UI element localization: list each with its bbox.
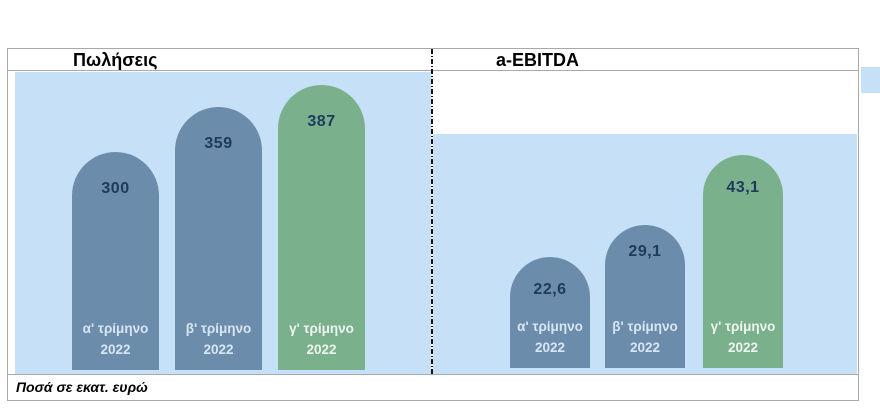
ebitda-bar-q2-category: β' τρίμηνο 2022 [605,317,685,359]
sales-bar-q2: 359 β' τρίμηνο 2022 [175,107,262,370]
sales-bar-q3: 387 γ' τρίμηνο 2022 [278,85,365,370]
sales-bar-q3-year: 2022 [306,342,337,358]
ebitda-bar-q3-quarter: γ' τρίμηνο [710,319,776,335]
sales-bar-q1-value: 300 [101,180,130,197]
ebitda-bar-q3-category: γ' τρίμηνο 2022 [703,317,783,359]
sales-bar-q2-category: β' τρίμηνο 2022 [175,319,262,361]
ebitda-bar-q3-year: 2022 [727,340,759,356]
sales-bar-q3-quarter: γ' τρίμηνο [289,321,354,337]
sales-bar-q1-quarter: α' τρίμηνο [82,321,149,337]
sales-bar-q2-value: 359 [204,135,233,152]
ebitda-bar-q1-year: 2022 [534,340,566,356]
sales-panel-title: Πωλήσεις [73,50,158,70]
ebitda-bar-q2: 29,1 β' τρίμηνο 2022 [605,225,685,368]
ebitda-bar-q1-quarter: α' τρίμηνο [517,319,583,335]
ebitda-bar-q2-quarter: β' τρίμηνο [612,319,678,335]
stray-blue-rectangle [861,67,880,93]
sales-bar-q2-quarter: β' τρίμηνο [185,321,252,337]
ebitda-bar-q1-category: α' τρίμηνο 2022 [510,317,590,359]
sales-bar-q1-year: 2022 [100,342,131,358]
ebitda-bar-q1: 22,6 α' τρίμηνο 2022 [510,257,590,368]
title-strip [8,49,858,71]
panel-divider-dashed-line [431,49,433,375]
sales-bar-q2-year: 2022 [203,342,234,358]
ebitda-bar-q2-year: 2022 [629,340,661,356]
ebitda-panel-title: a-EBITDA [496,50,580,70]
units-footnote: Ποσά σε εκατ. ευρώ [16,379,148,395]
ebitda-bar-q2-value: 29,1 [628,243,662,260]
ebitda-bar-q3: 43,1 γ' τρίμηνο 2022 [703,155,783,368]
footnote-strip: Ποσά σε εκατ. ευρώ [8,374,858,400]
sales-bar-q3-category: γ' τρίμηνο 2022 [278,319,365,361]
ebitda-bar-q1-value: 22,6 [533,281,567,298]
sales-bar-q1-category: α' τρίμηνο 2022 [72,319,159,361]
sales-bar-q1: 300 α' τρίμηνο 2022 [72,152,159,370]
ebitda-bar-q3-value: 43,1 [726,179,760,196]
sales-bar-q3-value: 387 [307,113,336,130]
